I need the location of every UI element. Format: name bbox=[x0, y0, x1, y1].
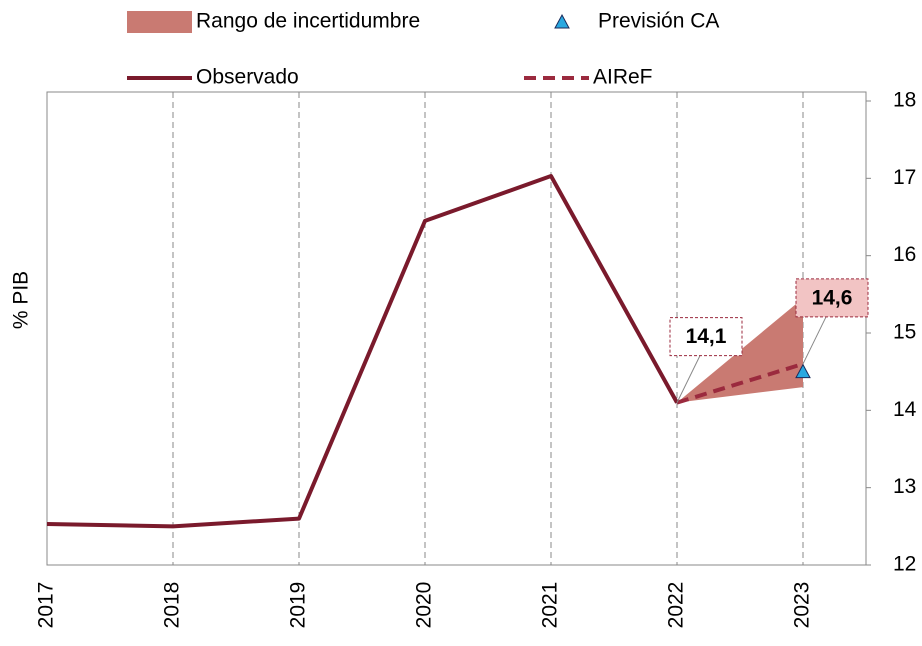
line-solid bbox=[46, 174, 679, 529]
line-dashed bbox=[676, 362, 804, 405]
x-tick-label: 2017 bbox=[35, 582, 58, 629]
legend-label: AIReF bbox=[593, 66, 653, 89]
y-tick-label: 13 bbox=[893, 475, 916, 498]
data-label: 14,6 bbox=[812, 286, 853, 309]
legend-swatch bbox=[127, 11, 192, 33]
label-box bbox=[795, 278, 869, 318]
x-tick-label: 2019 bbox=[287, 582, 310, 629]
legend-marker bbox=[554, 13, 570, 29]
marker bbox=[795, 363, 811, 379]
x-tick-label: 2022 bbox=[665, 582, 688, 629]
legend-label: Previsión CA bbox=[598, 10, 719, 33]
x-tick-label: 2021 bbox=[539, 582, 562, 629]
label-leader bbox=[676, 355, 701, 403]
y-tick-label: 14 bbox=[893, 398, 917, 421]
x-tick-label: 2023 bbox=[791, 582, 814, 629]
plot-frame bbox=[46, 91, 867, 566]
y-tick-label: 18 bbox=[893, 89, 916, 112]
data-label: 14,1 bbox=[686, 325, 727, 348]
label-box bbox=[669, 317, 743, 357]
x-tick-label: 2020 bbox=[413, 582, 436, 629]
y-tick-label: 12 bbox=[893, 553, 916, 576]
y-axis-title: % PIB bbox=[10, 271, 33, 329]
y-tick-label: 15 bbox=[893, 321, 916, 344]
legend-label: Rango de incertidumbre bbox=[196, 10, 420, 33]
legend-label: Observado bbox=[196, 66, 299, 89]
y-tick-label: 17 bbox=[893, 166, 916, 189]
label-leader bbox=[802, 316, 827, 365]
x-tick-label: 2018 bbox=[161, 582, 184, 629]
y-tick-label: 16 bbox=[893, 243, 916, 266]
